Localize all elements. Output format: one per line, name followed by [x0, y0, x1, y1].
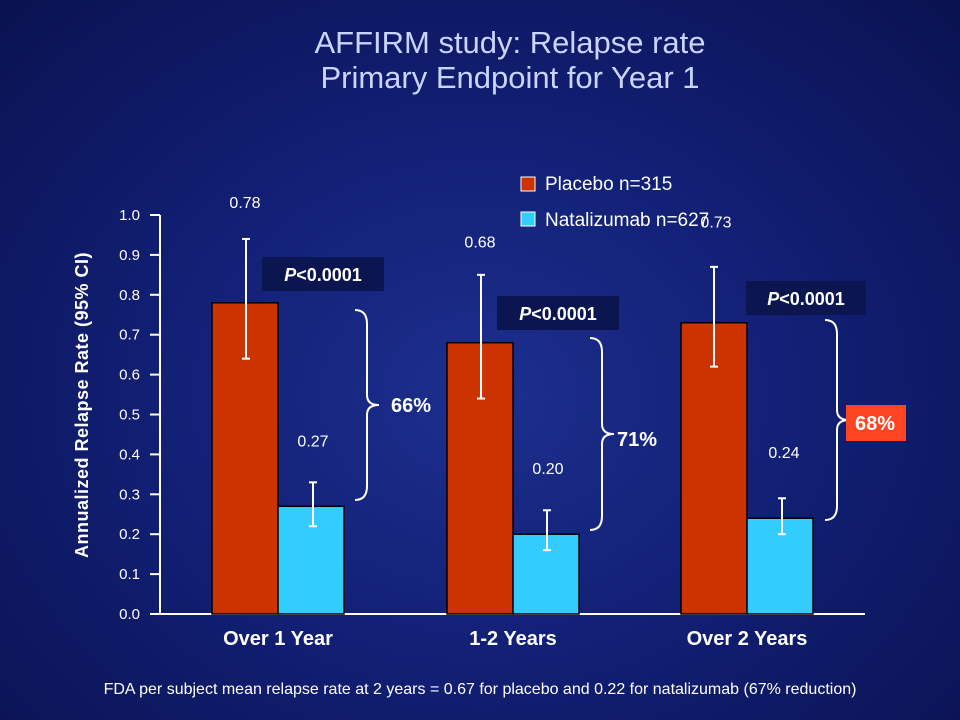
bar-placebo: [680, 321, 748, 615]
y-tick-label: 0.2: [119, 526, 140, 543]
bar-natalizumab: [746, 517, 814, 615]
legend-label: Natalizumab n=627: [545, 210, 709, 231]
y-tick-label: 0.4: [119, 446, 140, 463]
bar-natalizumab: [277, 505, 345, 615]
data-label: 0.24: [768, 445, 799, 462]
reduction-label: 68%: [855, 413, 895, 435]
data-label: 0.78: [229, 195, 260, 212]
x-category-label: 1-2 Years: [469, 628, 557, 650]
reduction-brace: [589, 337, 615, 531]
footer-note: FDA per subject mean relapse rate at 2 y…: [103, 681, 857, 698]
reduction-brace: [354, 309, 380, 501]
y-tick-label: 0.5: [119, 407, 140, 424]
p-value-label: P<0.0001: [767, 289, 845, 309]
legend-label: Placebo n=315: [545, 174, 672, 195]
y-tick-label: 0.8: [119, 287, 140, 304]
x-category-label: Over 2 Years: [687, 628, 808, 650]
chart-title: AFFIRM study: Relapse rate: [314, 25, 706, 60]
data-label: 0.27: [297, 433, 328, 450]
data-label: 0.73: [700, 215, 731, 232]
y-tick-label: 0.6: [119, 367, 140, 384]
legend-swatch: [520, 176, 536, 192]
p-value-label: P<0.0001: [284, 265, 362, 285]
data-label: 0.68: [464, 235, 495, 252]
y-tick-label: 0.3: [119, 486, 140, 503]
reduction-highlight-box: [846, 405, 906, 441]
chart-subtitle: Primary Endpoint for Year 1: [320, 60, 700, 95]
p-value-box: [262, 257, 384, 291]
reduction-label: 66%: [391, 395, 431, 417]
y-tick-label: 0.9: [119, 247, 140, 264]
y-tick-label: 1.0: [119, 207, 140, 224]
legend-swatch: [520, 211, 536, 227]
y-tick-label: 0.0: [119, 606, 140, 623]
p-value-box: [746, 281, 866, 315]
p-value-box: [497, 296, 619, 330]
reduction-brace: [824, 319, 850, 521]
y-tick-label: 0.1: [119, 566, 140, 583]
data-label: 0.20: [532, 461, 563, 478]
y-tick-label: 0.7: [119, 327, 140, 344]
reduction-label: 71%: [617, 429, 657, 451]
y-axis-label: Annualized Relapse Rate (95% CI): [72, 252, 92, 558]
x-category-label: Over 1 Year: [223, 628, 333, 650]
p-value-label: P<0.0001: [519, 304, 597, 324]
